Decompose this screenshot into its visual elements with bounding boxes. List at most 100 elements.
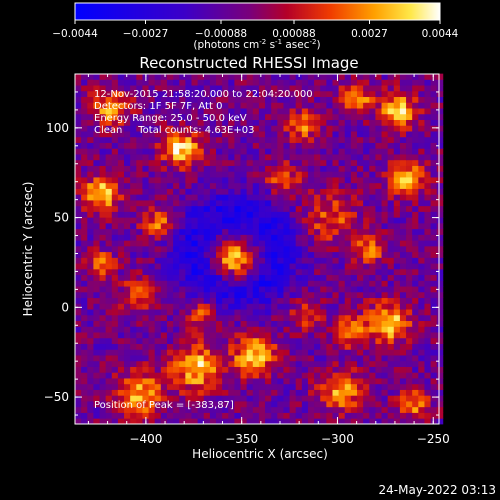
heatmap-cell xyxy=(430,159,438,166)
heatmap-cell xyxy=(252,73,260,80)
heatmap-cell xyxy=(301,119,309,126)
heatmap-cell xyxy=(117,251,125,258)
heatmap-cell xyxy=(124,217,131,224)
heatmap-cell xyxy=(338,406,346,413)
heatmap-cell xyxy=(99,303,107,310)
heatmap-cell xyxy=(154,200,162,207)
heatmap-cell xyxy=(197,251,205,258)
heatmap-cell xyxy=(289,119,297,126)
heatmap-cell xyxy=(81,303,88,310)
heatmap-cell xyxy=(436,372,444,379)
heatmap-cell xyxy=(142,165,149,172)
heatmap-cell xyxy=(289,378,297,385)
heatmap-cell xyxy=(75,211,82,218)
heatmap-cell xyxy=(105,159,113,166)
heatmap-cell xyxy=(234,326,241,333)
heatmap-cell xyxy=(203,165,211,172)
heatmap-cell xyxy=(240,217,248,224)
heatmap-cell xyxy=(277,257,284,264)
heatmap-cell xyxy=(154,73,162,80)
heatmap-cell xyxy=(363,148,370,155)
heatmap-cell xyxy=(283,131,290,138)
heatmap-cell xyxy=(142,412,149,419)
heatmap-cell xyxy=(130,217,137,224)
heatmap-cell xyxy=(93,349,100,356)
heatmap-cell xyxy=(387,194,395,201)
heatmap-cell xyxy=(381,154,389,161)
heatmap-cell xyxy=(393,131,401,138)
heatmap-cell xyxy=(295,108,303,115)
heatmap-cell xyxy=(105,383,113,390)
heatmap-cell xyxy=(277,113,284,120)
heatmap-cell xyxy=(246,343,254,350)
heatmap-cell xyxy=(430,401,438,408)
heatmap-cell xyxy=(301,136,309,143)
footer-timestamp: 24-May-2022 03:13 xyxy=(379,483,496,497)
heatmap-cell xyxy=(265,222,272,230)
heatmap-cell xyxy=(369,125,376,132)
heatmap-cell xyxy=(93,406,100,413)
heatmap-cell xyxy=(277,96,284,103)
heatmap-cell xyxy=(173,320,180,327)
heatmap-cell xyxy=(277,349,284,356)
heatmap-cell xyxy=(357,165,364,172)
heatmap-cell xyxy=(228,418,235,425)
heatmap-cell xyxy=(424,412,431,419)
heatmap-cell xyxy=(424,349,431,356)
heatmap-cell xyxy=(191,234,199,241)
heatmap-cell xyxy=(203,119,211,126)
heatmap-cell xyxy=(375,418,382,425)
heatmap-cell xyxy=(436,320,444,327)
heatmap-cell xyxy=(344,268,352,276)
heatmap-cell xyxy=(191,177,199,184)
heatmap-cell xyxy=(160,355,168,362)
heatmap-cell xyxy=(136,372,143,379)
heatmap-cell xyxy=(283,200,290,207)
heatmap-cell xyxy=(209,205,217,212)
heatmap-cell xyxy=(166,360,174,367)
heatmap-cell xyxy=(191,159,199,166)
heatmap-cell xyxy=(271,412,278,419)
heatmap-cell xyxy=(148,268,156,276)
heatmap-cell xyxy=(332,314,340,322)
heatmap-cell xyxy=(154,257,162,264)
heatmap-cell xyxy=(130,234,137,241)
heatmap-cell xyxy=(258,332,266,339)
heatmap-cell xyxy=(148,320,156,327)
heatmap-cell xyxy=(283,142,290,149)
heatmap-cell xyxy=(124,355,131,362)
heatmap-cell xyxy=(240,148,248,155)
heatmap-cell xyxy=(166,217,174,224)
heatmap-cell xyxy=(228,90,235,98)
heatmap-cell xyxy=(436,355,444,362)
heatmap-cell xyxy=(326,211,333,218)
heatmap-cell xyxy=(393,177,401,184)
heatmap-cell xyxy=(381,389,389,396)
heatmap-cell xyxy=(320,188,327,195)
heatmap-cell xyxy=(381,79,389,86)
heatmap-cell xyxy=(216,418,223,425)
heatmap-cell xyxy=(387,257,395,264)
heatmap-cell xyxy=(258,182,266,189)
heatmap-cell xyxy=(99,372,107,379)
heatmap-cell xyxy=(265,113,272,120)
heatmap-cell xyxy=(203,418,211,425)
heatmap-cell xyxy=(246,136,254,143)
heatmap-cell xyxy=(326,177,333,184)
heatmap-cell xyxy=(75,383,82,390)
heatmap-cell xyxy=(197,211,205,218)
heatmap-cell xyxy=(283,171,290,178)
heatmap-cell xyxy=(393,159,401,166)
heatmap-cell xyxy=(301,268,309,276)
heatmap-cell xyxy=(87,355,94,362)
heatmap-cell xyxy=(203,349,211,356)
heatmap-cell xyxy=(154,79,162,86)
heatmap-cell xyxy=(357,222,364,230)
heatmap-cell xyxy=(418,79,425,86)
heatmap-cell xyxy=(393,286,401,293)
heatmap-cell xyxy=(326,257,333,264)
heatmap-cell xyxy=(387,332,395,339)
heatmap-cell xyxy=(185,257,192,264)
heatmap-cell xyxy=(357,234,364,241)
